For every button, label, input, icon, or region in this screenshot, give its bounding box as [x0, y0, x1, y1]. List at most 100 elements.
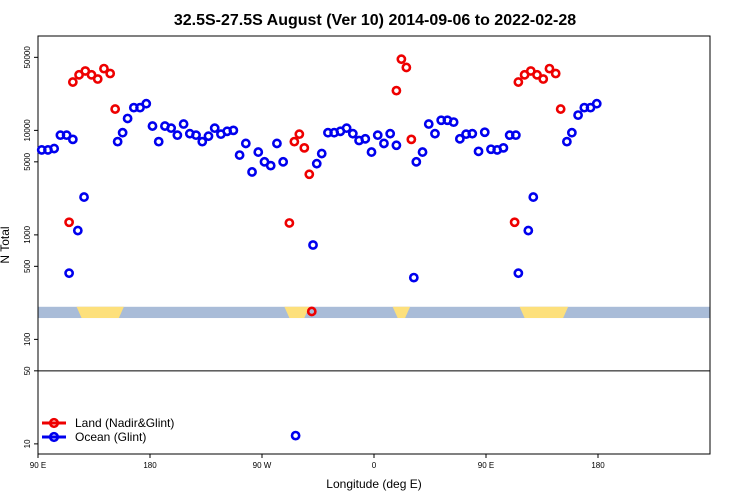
ocean-point [64, 268, 75, 279]
ocean-point [178, 119, 189, 129]
ocean-point [72, 225, 83, 236]
ocean-point [265, 160, 276, 171]
ocean-point [430, 128, 440, 139]
ocean-point [513, 268, 524, 279]
land-point [294, 129, 305, 140]
land-point [532, 69, 542, 80]
ocean-point [454, 133, 465, 144]
land-point [509, 217, 520, 228]
surface-band [38, 306, 710, 319]
y-tick-label: 500 [23, 259, 32, 273]
ocean-point [591, 98, 602, 109]
land-point [92, 74, 103, 84]
ocean-point [423, 119, 434, 129]
y-tick-label: 1000 [23, 225, 32, 243]
ocean-point [573, 110, 583, 121]
surface-band-land-3 [519, 306, 569, 319]
ocean-point [79, 192, 89, 202]
ocean-point [49, 143, 60, 154]
land-point [401, 62, 412, 73]
y-tick-label: 5000 [23, 152, 32, 170]
ocean-point [417, 147, 428, 157]
ocean-point [278, 156, 289, 167]
x-tick-label: 90 E [30, 461, 46, 470]
land-point [555, 104, 566, 114]
legend-marker-ocean [48, 431, 60, 443]
ocean-point [172, 130, 183, 141]
ocean-point [360, 133, 371, 144]
x-tick-label: 90 E [478, 461, 494, 470]
y-tick-label: 10 [23, 439, 32, 448]
land-point [299, 142, 310, 153]
legend-marker-land [48, 417, 60, 429]
land-point [304, 169, 315, 180]
ocean-point [122, 113, 133, 124]
ocean-point [191, 130, 201, 141]
surface-band-land-2 [392, 306, 411, 319]
land-point [550, 68, 561, 79]
x-axis-label: Longitude (deg E) [326, 477, 421, 491]
x-tick-label: 180 [143, 461, 157, 470]
ocean-point [448, 117, 459, 127]
x-axis: 90 E 180 90 W 0 90 E 180 [30, 454, 605, 470]
ocean-point [510, 130, 521, 141]
ocean-point [366, 147, 377, 157]
ocean-point [473, 146, 484, 157]
y-tick-label: 10000 [23, 119, 32, 142]
x-tick-label: 90 W [253, 461, 272, 470]
land-point [513, 77, 524, 87]
x-tick-label: 180 [591, 461, 605, 470]
surface-band-land-1 [284, 306, 310, 319]
y-tick-label: 50 [23, 366, 32, 375]
ocean-point [385, 128, 396, 139]
land-point [396, 54, 407, 65]
ocean-point [67, 134, 78, 145]
plot-frame [37, 35, 711, 455]
ocean-point [467, 128, 478, 139]
ocean-point [411, 156, 422, 167]
ocean-point [408, 272, 419, 283]
land-point [289, 136, 300, 147]
ocean-point [308, 240, 318, 250]
ocean-point [147, 121, 158, 131]
ocean-point [240, 138, 251, 149]
x-tick-label: 0 [372, 461, 377, 470]
land-point [64, 217, 75, 228]
chart-title: 32.5S-27.5S August (Ver 10) 2014-09-06 t… [174, 12, 576, 29]
y-axis: 10 50 100 500 1000 5000 10000 50000 [23, 46, 38, 448]
ocean-point [61, 130, 72, 141]
ocean-point [153, 136, 164, 147]
land-point [284, 218, 295, 228]
ocean-point [372, 130, 383, 141]
land-point [99, 63, 109, 74]
ocean-point [247, 167, 257, 177]
ocean-point [272, 138, 282, 149]
ocean-point [498, 142, 509, 153]
ocean-point [117, 127, 128, 138]
ocean-point [523, 225, 534, 236]
land-point [544, 63, 555, 74]
ocean-point [253, 147, 264, 157]
ocean-point [311, 158, 322, 169]
surface-band-ocean [38, 306, 710, 319]
land-point [406, 134, 417, 145]
ocean-point [197, 136, 208, 147]
ocean-point [112, 136, 123, 147]
ocean-point [341, 123, 352, 134]
legend: Land (Nadir&Glint) Ocean (Glint) [42, 416, 174, 444]
ocean-point [203, 131, 214, 142]
legend-label-land: Land (Nadir&Glint) [75, 416, 174, 430]
surface-band-land-0 [76, 306, 124, 319]
land-point [391, 85, 402, 96]
ocean-point [391, 140, 402, 151]
land-point [86, 69, 97, 80]
land-point [306, 306, 317, 317]
data-points [36, 54, 602, 441]
y-tick-label: 50000 [23, 46, 32, 69]
land-point [67, 77, 78, 87]
ocean-point [379, 138, 389, 149]
land-point [110, 104, 121, 114]
ocean-point [209, 123, 220, 134]
ocean-point [561, 136, 572, 147]
